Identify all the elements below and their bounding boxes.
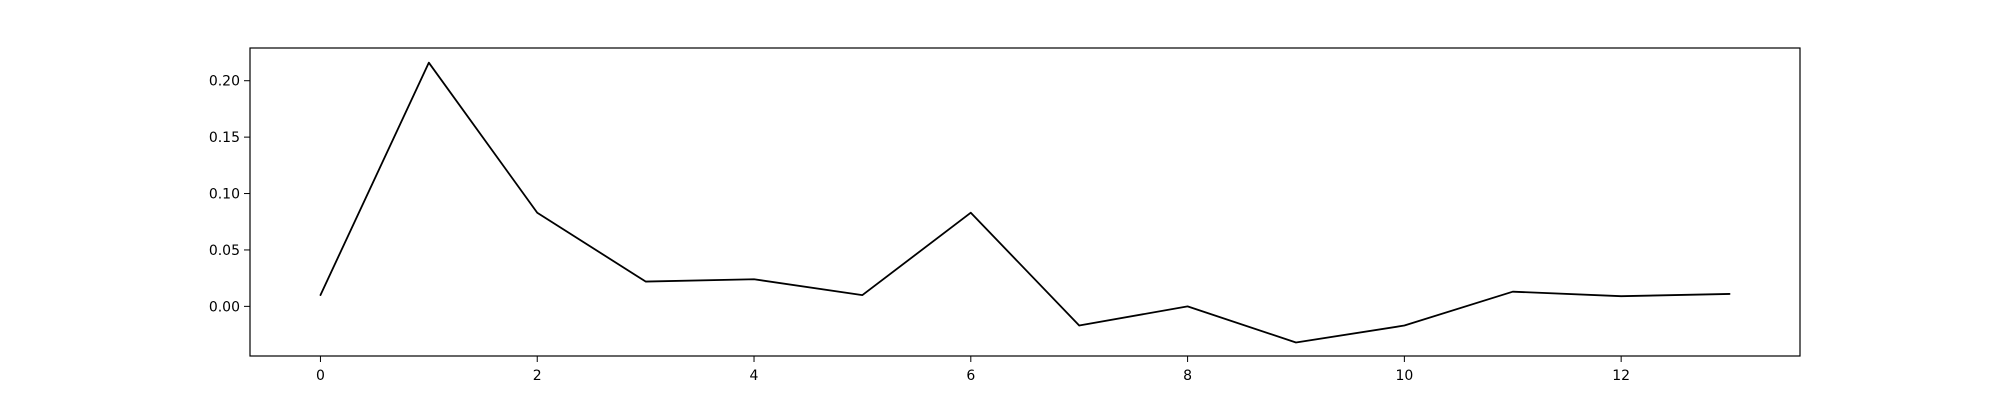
plot-background — [250, 48, 1800, 356]
data-point — [428, 61, 430, 63]
data-point — [1403, 324, 1405, 326]
x-tick-label: 4 — [750, 368, 759, 384]
x-tick-label: 8 — [1183, 368, 1192, 384]
data-point — [319, 294, 321, 296]
x-tick-label: 2 — [533, 368, 542, 384]
x-tick-label: 0 — [316, 368, 325, 384]
data-point — [753, 278, 755, 280]
data-point — [1728, 293, 1730, 295]
x-tick-label: 12 — [1612, 368, 1630, 384]
y-axis: 0.00 0.05 0.10 0.15 0.20 — [209, 74, 250, 315]
x-tick-label: 10 — [1395, 368, 1413, 384]
x-tick-label: 6 — [966, 368, 975, 384]
y-tick-label: 0.00 — [209, 299, 240, 315]
data-point — [644, 280, 646, 282]
series-layer — [319, 61, 1731, 344]
data-point — [1186, 305, 1188, 307]
y-tick-label: 0.15 — [209, 130, 240, 146]
data-point — [970, 212, 972, 214]
data-point — [861, 294, 863, 296]
x-axis: 0 2 4 6 8 10 12 — [316, 356, 1630, 384]
data-point — [1620, 295, 1622, 297]
y-tick-label: 0.05 — [209, 243, 240, 259]
data-point — [1295, 341, 1297, 343]
data-point — [1512, 290, 1514, 292]
series-line — [319, 61, 1731, 344]
plot-frame — [249, 47, 1801, 357]
y-tick-label: 0.20 — [209, 74, 240, 90]
y-tick-label: 0.10 — [209, 187, 240, 203]
data-point — [536, 212, 538, 214]
data-point — [1078, 324, 1080, 326]
plot-area — [250, 48, 1800, 356]
